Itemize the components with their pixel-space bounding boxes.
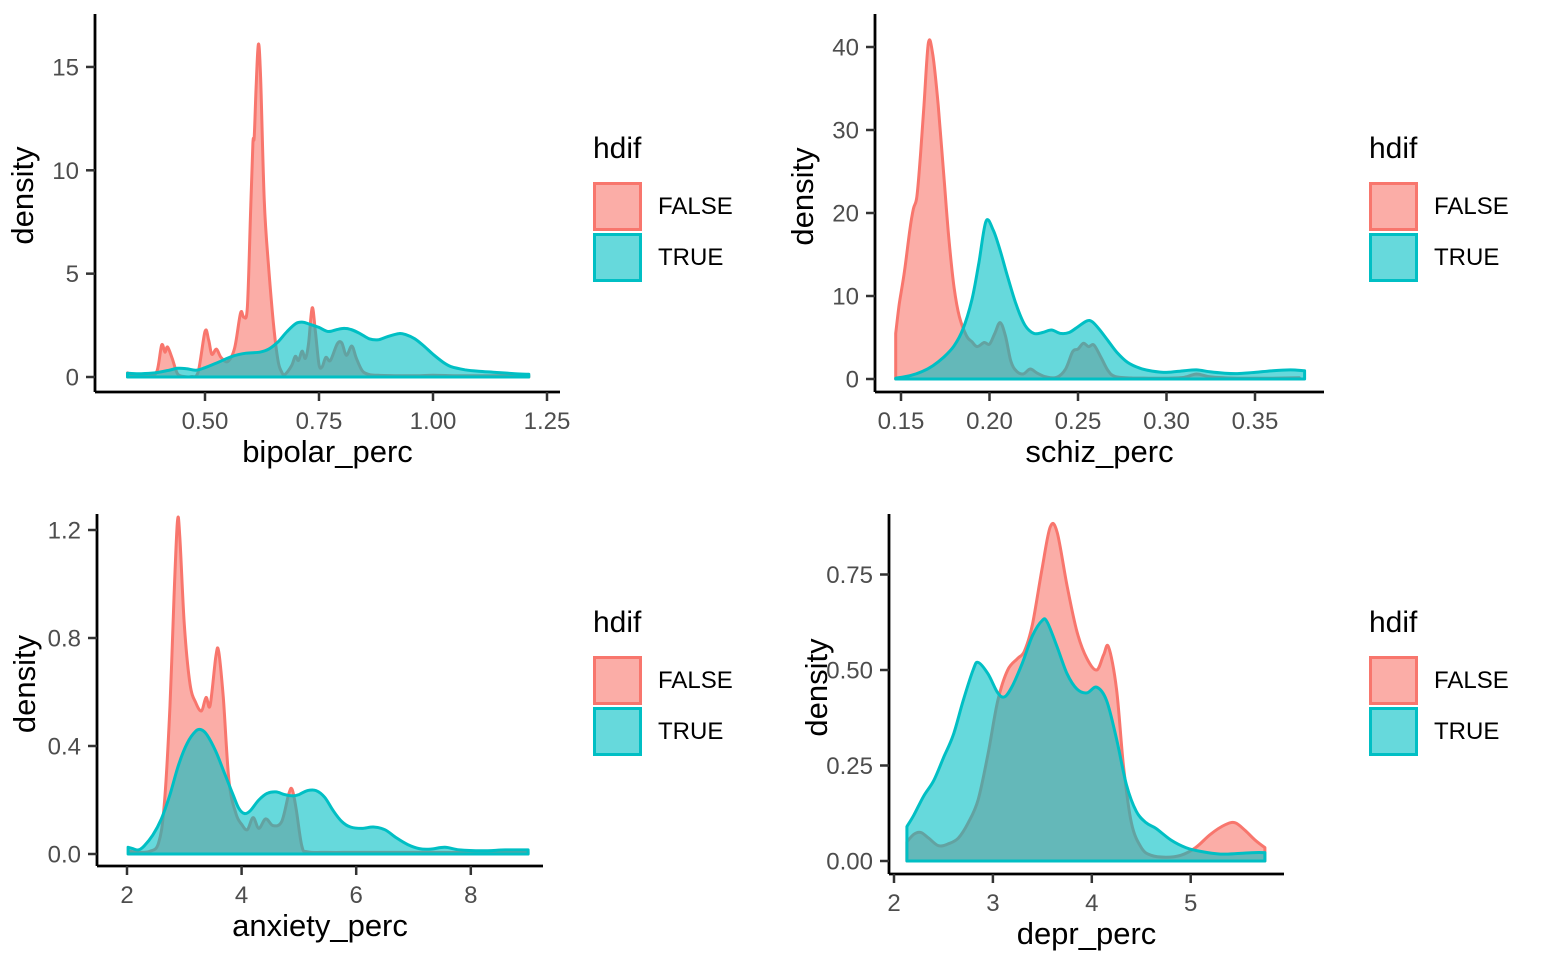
- y-tick-label: 0.75: [826, 562, 873, 589]
- x-tick-label: 2: [887, 890, 900, 917]
- legend-key-true-swatch: [593, 707, 642, 756]
- x-tick-label: 6: [350, 882, 363, 909]
- legend-entry-true: TRUE: [1369, 707, 1554, 756]
- legend-key-true-swatch: [1369, 233, 1418, 282]
- legend-entry-false: FALSE: [593, 656, 778, 705]
- y-tick-label: 15: [52, 54, 79, 81]
- legend-label-false: FALSE: [1434, 192, 1509, 220]
- x-axis-title: anxiety_perc: [232, 908, 408, 943]
- panel-schiz: 0 10 20 30 40 0.15 0.20 0.25 0.30 0.35 schiz_perc d…: [784, 0, 1568, 486]
- y-axis-title: density: [785, 147, 820, 246]
- y-tick-label: 20: [832, 201, 859, 228]
- legend-entry-true: TRUE: [593, 233, 778, 282]
- legend-label-false: FALSE: [658, 192, 733, 220]
- x-tick-label: 8: [464, 882, 477, 909]
- y-tick-label: 5: [66, 261, 79, 288]
- legend-key-false-swatch: [1369, 182, 1418, 231]
- legend-key-false-swatch: [593, 182, 642, 231]
- y-tick-label: 0.25: [826, 753, 873, 780]
- legend-title: hdif: [593, 132, 642, 165]
- legend-label-false: FALSE: [1434, 666, 1509, 694]
- x-tick-label: 4: [1085, 890, 1098, 917]
- density-plot-depr: 0.00 0.25 0.50 0.75 2 3 4 5 depr_perc density: [799, 514, 1284, 951]
- y-tick-label: 40: [832, 35, 859, 62]
- y-tick-label: 0.00: [826, 849, 873, 876]
- legend-bipolar: hdif FALSE TRUE: [593, 132, 778, 282]
- density-curve-false: [126, 42, 531, 379]
- legend-entry-false: FALSE: [1369, 182, 1554, 231]
- x-axis-title: bipolar_perc: [242, 434, 413, 469]
- density-curve-true: [126, 727, 530, 856]
- legend-label-true: TRUE: [658, 243, 724, 271]
- x-tick-label: 2: [120, 882, 133, 909]
- legend-entry-true: TRUE: [593, 707, 778, 756]
- legend-entry-true: TRUE: [1369, 233, 1554, 282]
- y-tick-label: 10: [832, 284, 859, 311]
- panel-depr: 0.00 0.25 0.50 0.75 2 3 4 5 depr_perc density hdi…: [784, 486, 1568, 972]
- y-tick-label: 10: [52, 158, 79, 185]
- legend-key-false-swatch: [1369, 656, 1418, 705]
- legend-entry-false: FALSE: [593, 182, 778, 231]
- legend-depr: hdif FALSE TRUE: [1369, 606, 1554, 756]
- density-plot-bipolar: 0 5 10 15 0.50 0.75 1.00 1.25 bipolar_perc densit…: [5, 14, 571, 469]
- y-tick-label: 0.8: [48, 626, 81, 653]
- legend-key-false-swatch: [593, 656, 642, 705]
- density-curve-true: [894, 218, 1307, 381]
- x-tick-label: 4: [235, 882, 248, 909]
- y-tick-label: 1.2: [48, 518, 81, 545]
- y-axis-title: density: [799, 638, 834, 737]
- legend-title: hdif: [1369, 132, 1418, 165]
- density-plot-schiz: 0 10 20 30 40 0.15 0.20 0.25 0.30 0.35 schiz_perc d…: [785, 14, 1324, 469]
- x-tick-label: 1.25: [524, 408, 571, 435]
- legend-title: hdif: [593, 606, 642, 639]
- legend-schiz: hdif FALSE TRUE: [1369, 132, 1554, 282]
- y-tick-label: 0: [66, 365, 79, 392]
- y-tick-label: 0.0: [48, 842, 81, 869]
- x-tick-label: 0.30: [1143, 408, 1190, 435]
- x-axis-title: depr_perc: [1017, 916, 1157, 951]
- panel-bipolar: 0 5 10 15 0.50 0.75 1.00 1.25 bipolar_perc densit…: [0, 0, 784, 486]
- density-curve-true: [126, 320, 531, 379]
- y-tick-label: 0: [846, 367, 859, 394]
- density-plot-anxiety: 0.0 0.4 0.8 1.2 2 4 6 8 anxiety_perc density: [7, 514, 543, 943]
- legend-anxiety: hdif FALSE TRUE: [593, 606, 778, 756]
- x-tick-label: 0.15: [878, 408, 925, 435]
- x-tick-label: 0.75: [296, 408, 343, 435]
- x-tick-label: 0.25: [1055, 408, 1102, 435]
- panel-anxiety: 0.0 0.4 0.8 1.2 2 4 6 8 anxiety_perc density hdif…: [0, 486, 784, 972]
- legend-label-false: FALSE: [658, 666, 733, 694]
- x-tick-label: 3: [986, 890, 999, 917]
- legend-entry-false: FALSE: [1369, 656, 1554, 705]
- density-curve-true: [905, 617, 1267, 863]
- y-axis-title: density: [5, 146, 40, 245]
- y-tick-label: 0.50: [826, 658, 873, 685]
- legend-key-true-swatch: [593, 233, 642, 282]
- x-tick-label: 0.50: [182, 408, 229, 435]
- x-axis-title: schiz_perc: [1025, 434, 1173, 469]
- x-tick-label: 5: [1184, 890, 1197, 917]
- y-tick-label: 30: [832, 118, 859, 145]
- x-tick-label: 0.20: [966, 408, 1013, 435]
- legend-key-true-swatch: [1369, 707, 1418, 756]
- legend-label-true: TRUE: [658, 717, 724, 745]
- x-tick-label: 1.00: [410, 408, 457, 435]
- legend-label-true: TRUE: [1434, 243, 1500, 271]
- legend-title: hdif: [1369, 606, 1418, 639]
- y-tick-label: 0.4: [48, 734, 81, 761]
- x-tick-label: 0.35: [1232, 408, 1279, 435]
- y-axis-title: density: [7, 634, 42, 733]
- legend-label-true: TRUE: [1434, 717, 1500, 745]
